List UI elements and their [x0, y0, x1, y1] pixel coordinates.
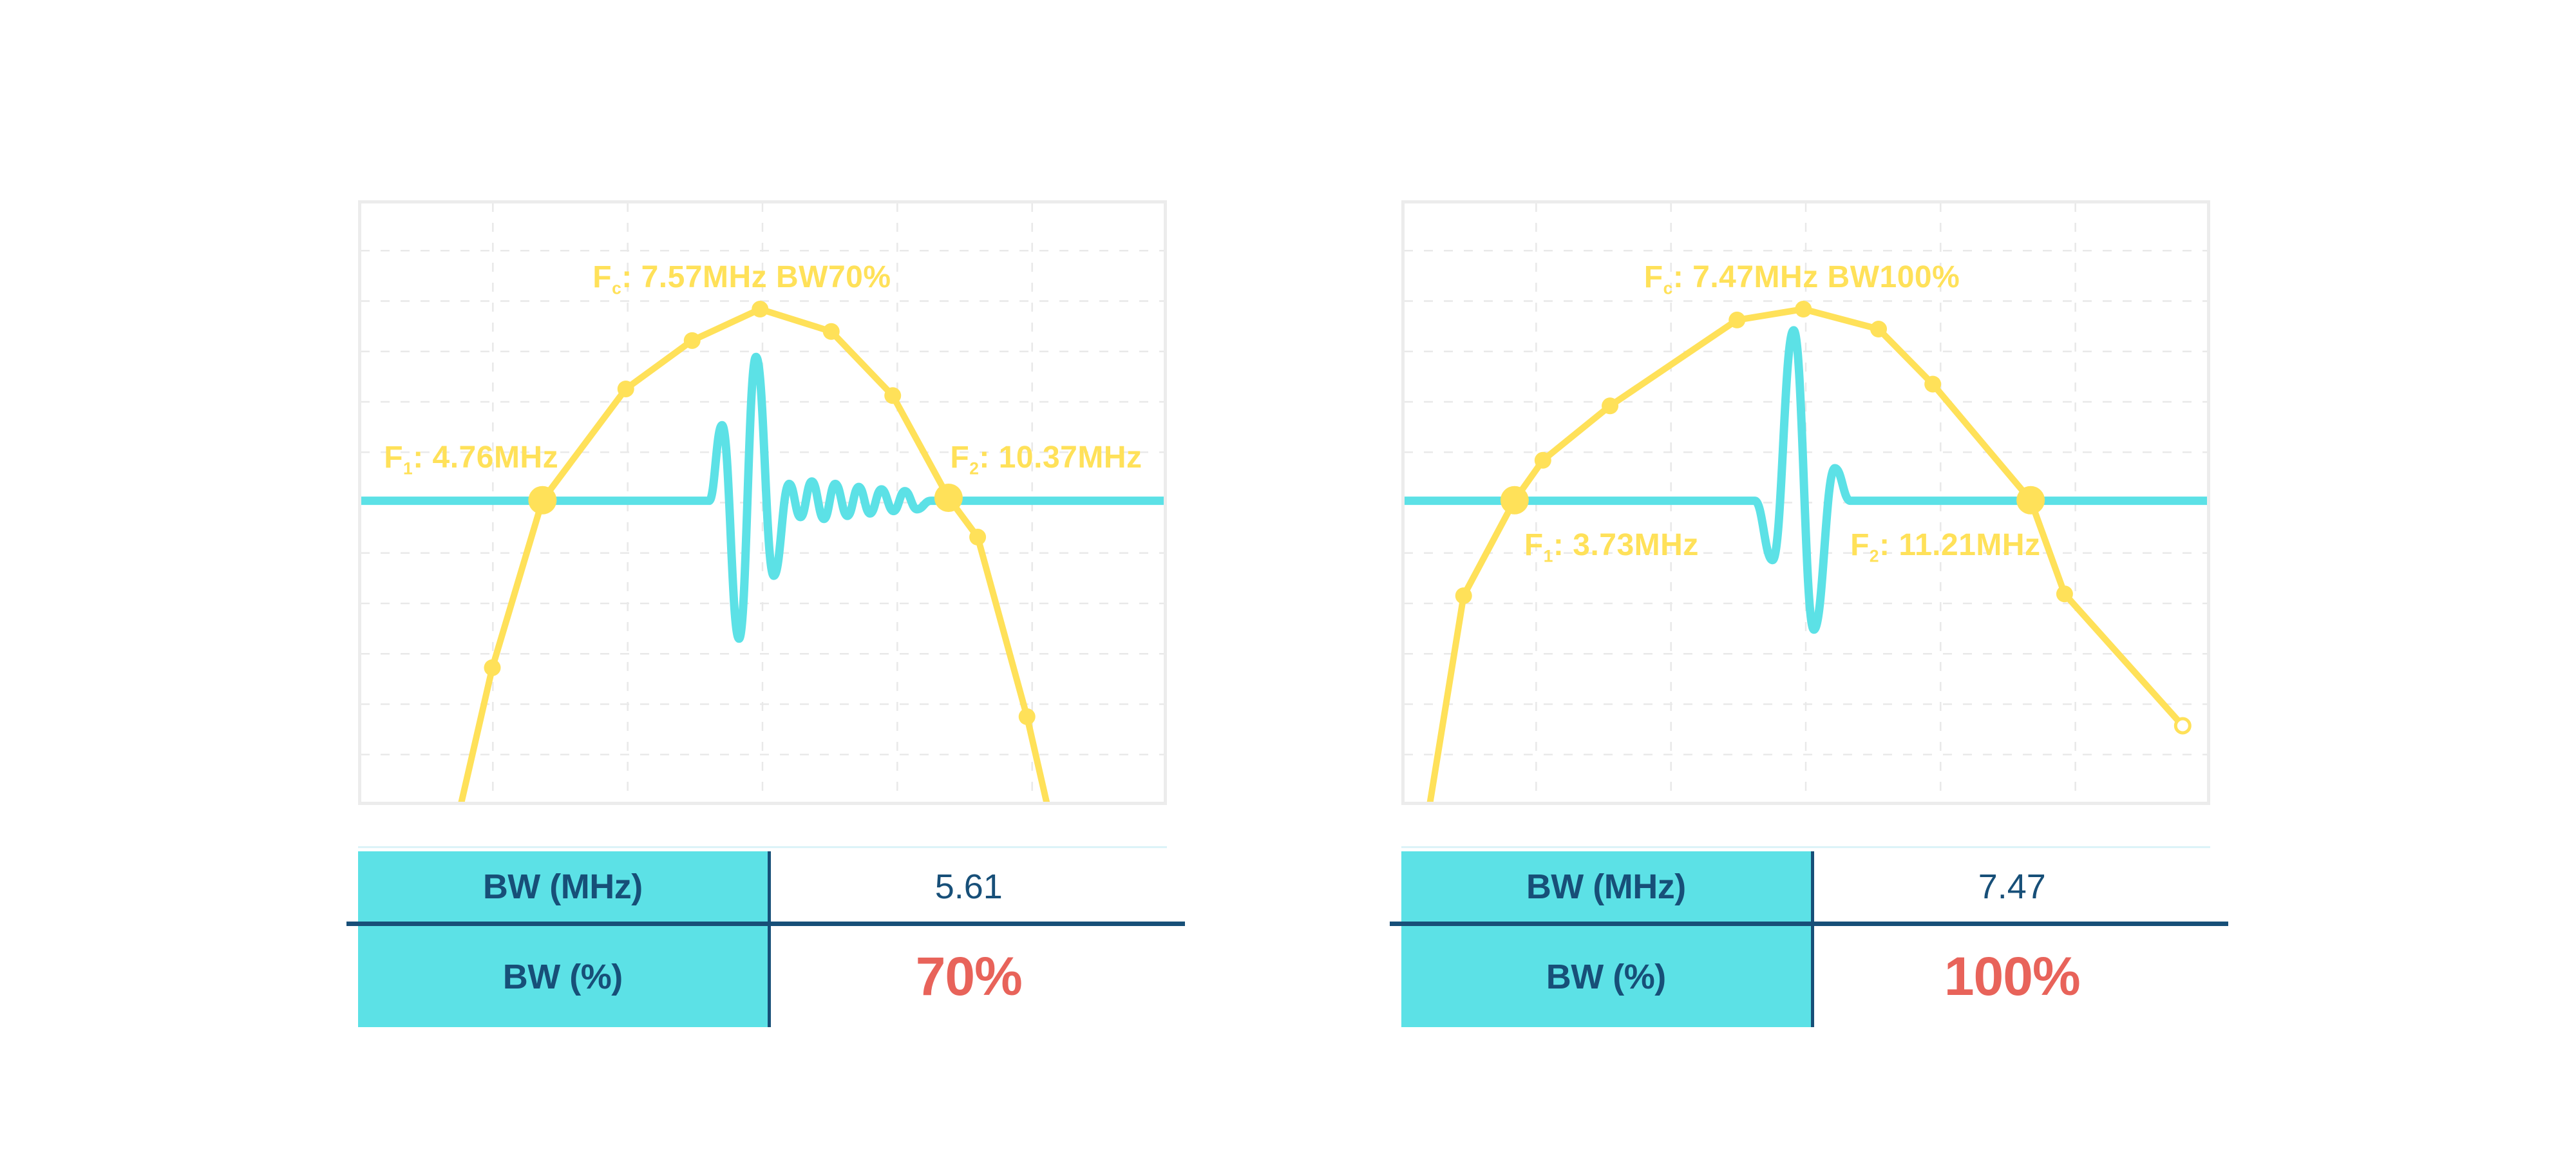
fc-value-text: : 7.57MHz BW70% — [621, 260, 891, 294]
f1-symbol: F — [1524, 527, 1544, 562]
f2-annotation: F2: 11.21MHz — [1850, 527, 2041, 564]
f2-value-text: : 10.37MHz — [979, 440, 1142, 475]
f2-value-text: : 11.21MHz — [1879, 527, 2041, 562]
bw-table-right: BW (MHz) 7.47 BW (%) 100% — [1390, 846, 2228, 1027]
bw-mhz-label-cell: BW (MHz) — [1401, 851, 1814, 922]
fc-subscript: c — [612, 278, 622, 298]
f1-subscript: 1 — [1543, 546, 1553, 566]
fc-subscript: c — [1663, 278, 1673, 298]
bw-table-left: BW (MHz) 5.61 BW (%) 70% — [346, 846, 1185, 1027]
bw-pct-value: 100% — [1944, 946, 2081, 1007]
f1-value-text: : 3.73MHz — [1553, 527, 1699, 562]
fc-symbol: F — [1643, 260, 1663, 294]
fc-annotation: Fc: 7.57MHz BW70% — [592, 260, 891, 296]
f2-symbol: F — [950, 440, 970, 475]
table-top-rule — [1401, 846, 2210, 848]
table-divider-line — [1390, 922, 2228, 926]
chart-canvas — [358, 200, 1167, 805]
f2-symbol: F — [1850, 527, 1870, 562]
f1-value-text: : 4.76MHz — [413, 440, 559, 475]
bw-mhz-value: 7.47 — [1978, 867, 2046, 906]
bw-pct-label-cell: BW (%) — [358, 926, 771, 1027]
table-row-bw-pct: BW (%) 100% — [1401, 926, 2210, 1027]
f2-subscript: 2 — [1869, 546, 1880, 566]
f2-annotation: F2: 10.37MHz — [950, 440, 1142, 477]
bw-mhz-label-cell: BW (MHz) — [358, 851, 771, 922]
fc-symbol: F — [592, 260, 612, 294]
table-row-bw-mhz: BW (MHz) 7.47 — [1401, 851, 2210, 922]
bw-pct-value: 70% — [915, 946, 1023, 1007]
table-divider-line — [346, 922, 1185, 926]
table-row-bw-mhz: BW (MHz) 5.61 — [358, 851, 1167, 922]
fc-value-text: : 7.47MHz BW100% — [1672, 260, 1960, 294]
bw-pct-label-cell: BW (%) — [1401, 926, 1814, 1027]
f2-subscript: 2 — [969, 459, 980, 478]
spectrum-chart-bw70: Fc: 7.57MHz BW70% F1: 4.76MHz F2: 10.37M… — [358, 200, 1167, 805]
f1-subscript: 1 — [403, 459, 413, 478]
spectrum-chart-bw100: Fc: 7.47MHz BW100% F1: 3.73MHz F2: 11.21… — [1401, 200, 2210, 805]
chart-canvas — [1401, 200, 2210, 805]
table-top-rule — [358, 846, 1167, 848]
bw-mhz-value: 5.61 — [934, 867, 1003, 906]
table-row-bw-pct: BW (%) 70% — [358, 926, 1167, 1027]
f1-symbol: F — [384, 440, 404, 475]
f1-annotation: F1: 3.73MHz — [1524, 527, 1699, 564]
f1-annotation: F1: 4.76MHz — [384, 440, 559, 477]
fc-annotation: Fc: 7.47MHz BW100% — [1643, 260, 1960, 296]
